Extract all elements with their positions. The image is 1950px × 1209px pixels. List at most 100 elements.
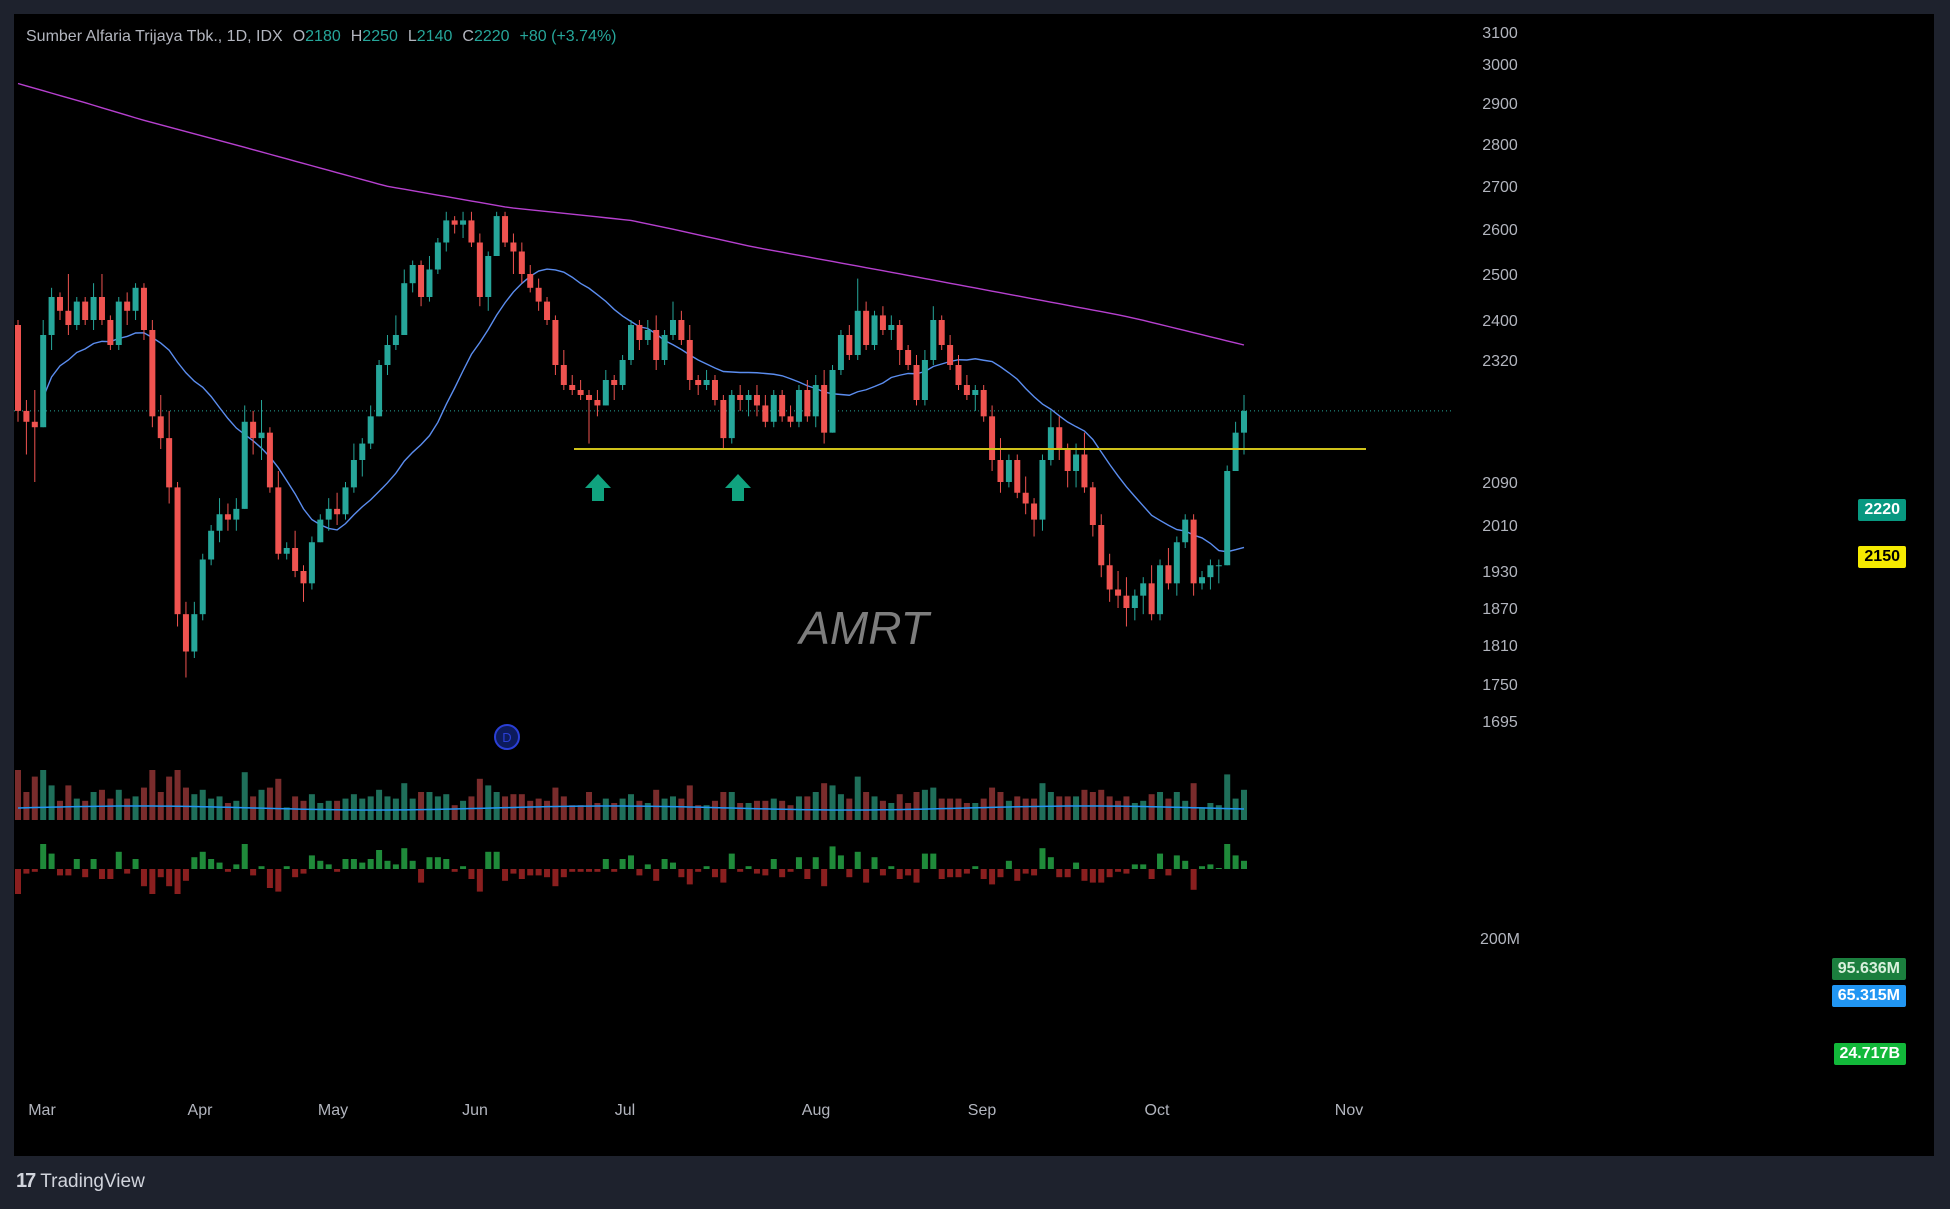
candle-body [980,390,987,417]
candle-body [23,410,30,422]
volume-bar [182,787,189,820]
indicator-bar [266,869,273,888]
volume-bar [1098,789,1105,820]
volume-bar [1115,800,1122,820]
candle-body [317,519,324,543]
indicator-bar [48,853,55,869]
volume-bar [1165,798,1172,820]
indicator-bar [947,869,954,878]
volume-bar [493,792,500,820]
candle-body [569,385,576,390]
candle-body [921,360,928,400]
volume-bar [863,792,870,820]
x-tick-label: Nov [1335,1102,1363,1119]
candle-body [1224,471,1231,566]
indicator-bar [418,869,425,883]
candle-body [1106,565,1113,590]
candle-body [157,416,164,439]
candle-body [1073,454,1080,471]
x-tick-label: Sep [968,1102,997,1119]
volume-bar [644,803,651,820]
volume-bar [1081,789,1088,820]
volume-bar [418,792,425,820]
indicator-bar [258,866,265,869]
indicator-bar [40,844,47,869]
indicator-bar [837,855,844,869]
candle-body [854,310,861,355]
indicator-bar [1232,855,1239,869]
open-value: 2180 [305,28,341,45]
candle-body [1190,519,1197,584]
candle-body [199,559,206,615]
candle-body [1089,487,1096,525]
candle-body [821,385,828,433]
chart-canvas[interactable]: 3100 3000 2900 2800 2700 2600 2500 2400 2320 2090… [14,14,1934,1156]
volume-bar [82,800,89,820]
indicator-bar [1224,844,1231,869]
volume-bar [1106,796,1113,820]
y-tick-label: 1930 [1482,564,1518,581]
volume-bar [980,798,987,820]
low-label: L [407,28,417,45]
volume-bar [577,805,584,820]
y-tick-label: 2900 [1482,96,1518,113]
candle-body [140,287,147,330]
candle-body [753,395,760,406]
indicator-bar [535,869,542,876]
volume-bar [997,792,1004,820]
candle-body [972,390,979,395]
candle-body [502,216,509,243]
candle-body [560,365,567,385]
indicator-bar [695,869,702,872]
candle-body [485,256,492,297]
volume-bar [460,800,467,820]
y-tick-label: 1810 [1482,638,1518,655]
volume-bar [140,787,147,820]
volume-bar [258,789,265,820]
volume-bar [434,796,441,820]
indicator-bar [409,860,416,869]
indicator-bar [275,869,282,892]
indicator-bar [65,869,72,876]
x-tick-label: Aug [802,1102,830,1119]
volume-bar [451,805,458,820]
open-label: O [292,28,306,45]
candle-body [40,335,47,428]
candle-body [292,548,299,571]
indicator-bar [955,869,962,878]
indicator-bar [1089,869,1096,883]
volume-bar [283,807,290,820]
candle-body [82,301,89,320]
candle-body [107,320,114,345]
indicator-bar [921,853,928,869]
candle-body [1005,460,1012,482]
candle-body [518,251,525,274]
candle-body [619,360,626,385]
candle-body [1031,503,1038,520]
candle-body [468,220,475,243]
volume-bar [384,796,391,820]
indicator-bar [334,869,341,872]
indicator-bar [1190,869,1197,890]
chart-area[interactable]: 3100 3000 2900 2800 2700 2600 2500 2400 2320 2090… [14,14,1934,1156]
indicator-bar [1148,869,1155,879]
candle-body [258,432,265,439]
candle-body [586,395,593,400]
indicator-bar [829,846,836,869]
volume-bar [544,800,551,820]
volume-bar [233,800,240,820]
indicator-bar [737,869,744,872]
volume-bar [1131,803,1138,820]
indicator-bar [317,860,324,869]
candle-body [795,390,802,422]
volume-bar [947,798,954,820]
volume-bar [854,776,861,820]
last-price-label: 2220 [1858,499,1906,521]
candle-body [989,416,996,460]
candle-body [829,370,836,433]
indicator-bar [468,869,475,879]
branding[interactable]: 17 TradingView [16,1170,145,1193]
candle-body [149,330,156,417]
volume-bar [485,785,492,820]
ma-short-line [42,268,1245,553]
